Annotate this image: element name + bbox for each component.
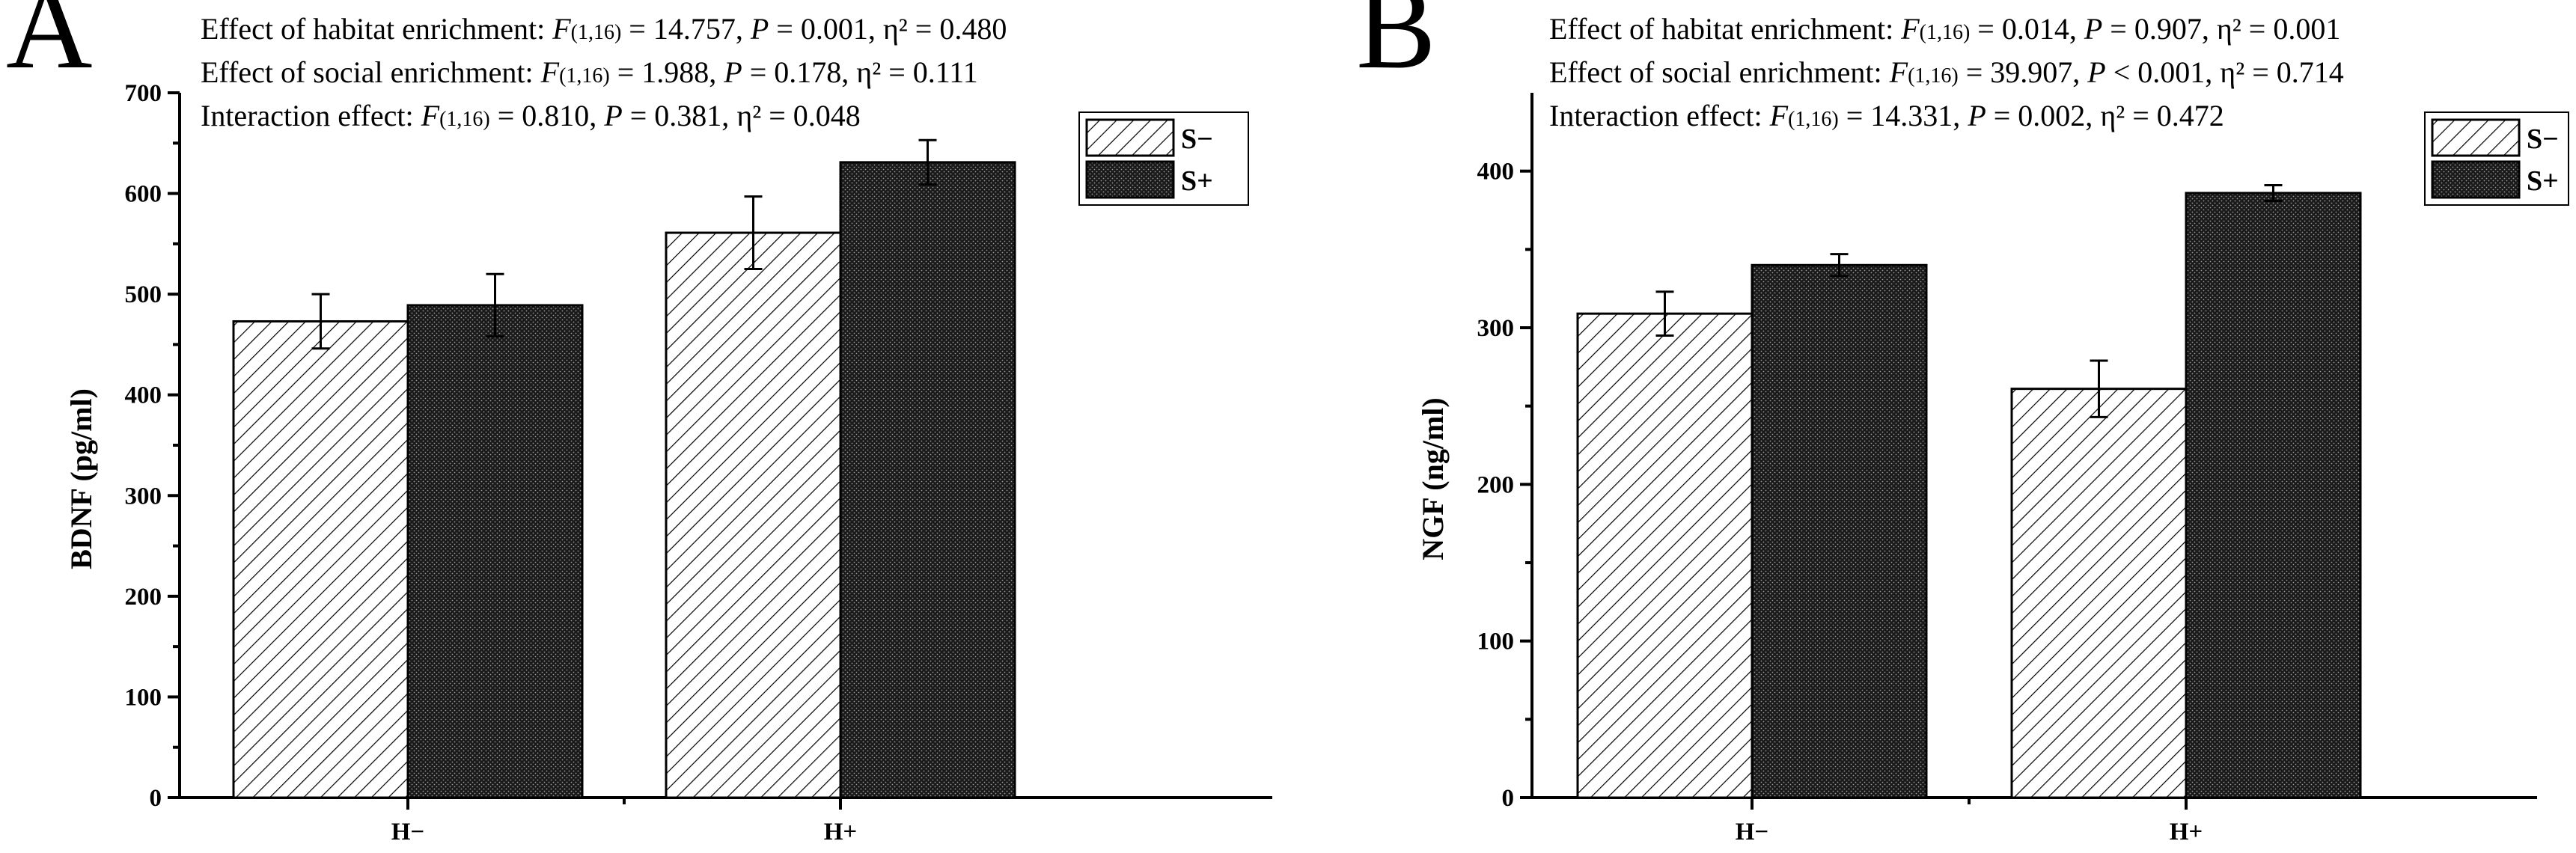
- stat-part: η² = 0.714: [2220, 55, 2343, 89]
- stat-part: F: [1769, 99, 1789, 132]
- stat-part: η² = 0.111: [856, 55, 978, 89]
- stat-part: = 14.331,: [1839, 99, 1968, 132]
- stat-part: η² = 0.001: [2217, 12, 2340, 46]
- stat-part: = 0.907,: [2102, 12, 2217, 46]
- stat-part: = 0.002,: [1986, 99, 2101, 132]
- legend-label: S+: [2527, 165, 2559, 197]
- stat-part: (1,16): [1920, 21, 1971, 44]
- y-tick-label: 700: [125, 80, 162, 107]
- bar: [232, 320, 409, 799]
- stat-part: Effect of social enrichment:: [201, 55, 541, 89]
- stat-part: (1,16): [1908, 64, 1959, 88]
- y-tick-label: 0: [1502, 785, 1515, 812]
- bar: [406, 304, 584, 799]
- stat-part: (1,16): [439, 108, 490, 131]
- stat-part: P: [1967, 99, 1986, 132]
- stat-part: Interaction effect:: [201, 99, 421, 132]
- stat-part: F: [421, 99, 440, 132]
- stat-line: Effect of social enrichment: F(1,16) = 3…: [1549, 55, 2344, 89]
- stat-part: η² = 0.480: [883, 12, 1007, 46]
- panel-letter-a: A: [6, 0, 93, 94]
- stat-part: η² = 0.472: [2100, 99, 2224, 132]
- stat-line: Effect of social enrichment: F(1,16) = 1…: [201, 55, 978, 89]
- legend-label: S+: [1181, 165, 1213, 197]
- stat-part: F: [540, 55, 560, 89]
- stat-part: Effect of social enrichment:: [1549, 55, 1890, 89]
- stat-part: = 39.907,: [1959, 55, 2088, 89]
- bar: [839, 161, 1016, 799]
- legend-swatch: [1085, 160, 1175, 199]
- x-category-label: H−: [391, 819, 424, 846]
- stat-line: Effect of habitat enrichment: F(1,16) = …: [1549, 12, 2340, 46]
- y-tick-label: 100: [125, 684, 162, 711]
- legend-label: S−: [2527, 123, 2559, 155]
- stat-part: (1,16): [559, 64, 610, 88]
- stat-part: P: [2084, 12, 2102, 46]
- stat-line: Interaction effect: F(1,16) = 0.810, P =…: [201, 99, 861, 132]
- legend-swatch: [2431, 160, 2521, 199]
- bar: [665, 231, 842, 799]
- y-tick-label: 200: [125, 584, 162, 611]
- stats-block-b: Effect of habitat enrichment: F(1,16) = …: [1549, 12, 2344, 132]
- y-axis-label-b: NGF (ng/ml): [1416, 397, 1450, 560]
- bars-b: [1576, 184, 2362, 799]
- legend-swatch: [1085, 118, 1175, 157]
- y-tick-label: 200: [1477, 471, 1515, 498]
- bar: [1751, 263, 1928, 799]
- bar: [2010, 388, 2188, 799]
- stat-part: = 1.988,: [610, 55, 724, 89]
- stat-part: Interaction effect:: [1549, 99, 1770, 132]
- stat-part: F: [552, 12, 571, 46]
- panel-letter-b: B: [1356, 0, 1436, 94]
- y-tick-label: 0: [150, 785, 162, 812]
- legend-swatch: [2431, 118, 2521, 157]
- x-category-label: H+: [824, 819, 857, 846]
- stat-line: Effect of habitat enrichment: F(1,16) = …: [201, 12, 1007, 46]
- y-tick-label: 300: [125, 483, 162, 510]
- panel-a: A Effect of habitat enrichment: F(1,16) …: [6, 0, 1272, 846]
- stats-block-a: Effect of habitat enrichment: F(1,16) = …: [201, 12, 1007, 132]
- stat-part: = 0.810,: [490, 99, 605, 132]
- stat-part: η² = 0.048: [736, 99, 860, 132]
- x-category-label: H−: [1736, 819, 1768, 846]
- stat-part: < 0.001,: [2106, 55, 2221, 89]
- y-tick-label: 600: [125, 181, 162, 208]
- stat-part: F: [1889, 55, 1908, 89]
- stat-part: P: [2087, 55, 2105, 89]
- stat-part: P: [723, 55, 742, 89]
- y-tick-label: 400: [125, 382, 162, 409]
- bars-a: [232, 138, 1016, 799]
- legend-b: S− S+: [2424, 111, 2569, 206]
- stat-part: Effect of habitat enrichment:: [1549, 12, 1901, 46]
- legend-a: S− S+: [1078, 111, 1249, 206]
- stat-part: = 0.178,: [742, 55, 857, 89]
- stat-part: Effect of habitat enrichment:: [201, 12, 552, 46]
- stat-part: = 0.381,: [623, 99, 737, 132]
- bar: [2185, 192, 2362, 799]
- stat-part: = 0.001,: [769, 12, 883, 46]
- stat-line: Interaction effect: F(1,16) = 14.331, P …: [1549, 99, 2224, 132]
- stat-part: (1,16): [571, 21, 622, 44]
- y-axis-label-a: BDNF (pg/ml): [64, 388, 98, 569]
- stat-part: = 0.014,: [1970, 12, 2084, 46]
- stat-part: (1,16): [1788, 108, 1839, 131]
- stat-part: P: [750, 12, 769, 46]
- stat-part: F: [1900, 12, 1920, 46]
- x-category-label: H+: [2170, 819, 2203, 846]
- y-tick-label: 400: [1477, 159, 1515, 186]
- stat-part: = 14.757,: [621, 12, 751, 46]
- panel-b: B Effect of habitat enrichment: F(1,16) …: [1356, 0, 2569, 846]
- y-tick-label: 100: [1477, 629, 1515, 655]
- y-tick-label: 300: [1477, 315, 1515, 342]
- legend-label: S−: [1181, 123, 1213, 155]
- y-tick-label: 500: [125, 281, 162, 308]
- stat-part: P: [603, 99, 622, 132]
- bar: [1576, 312, 1754, 799]
